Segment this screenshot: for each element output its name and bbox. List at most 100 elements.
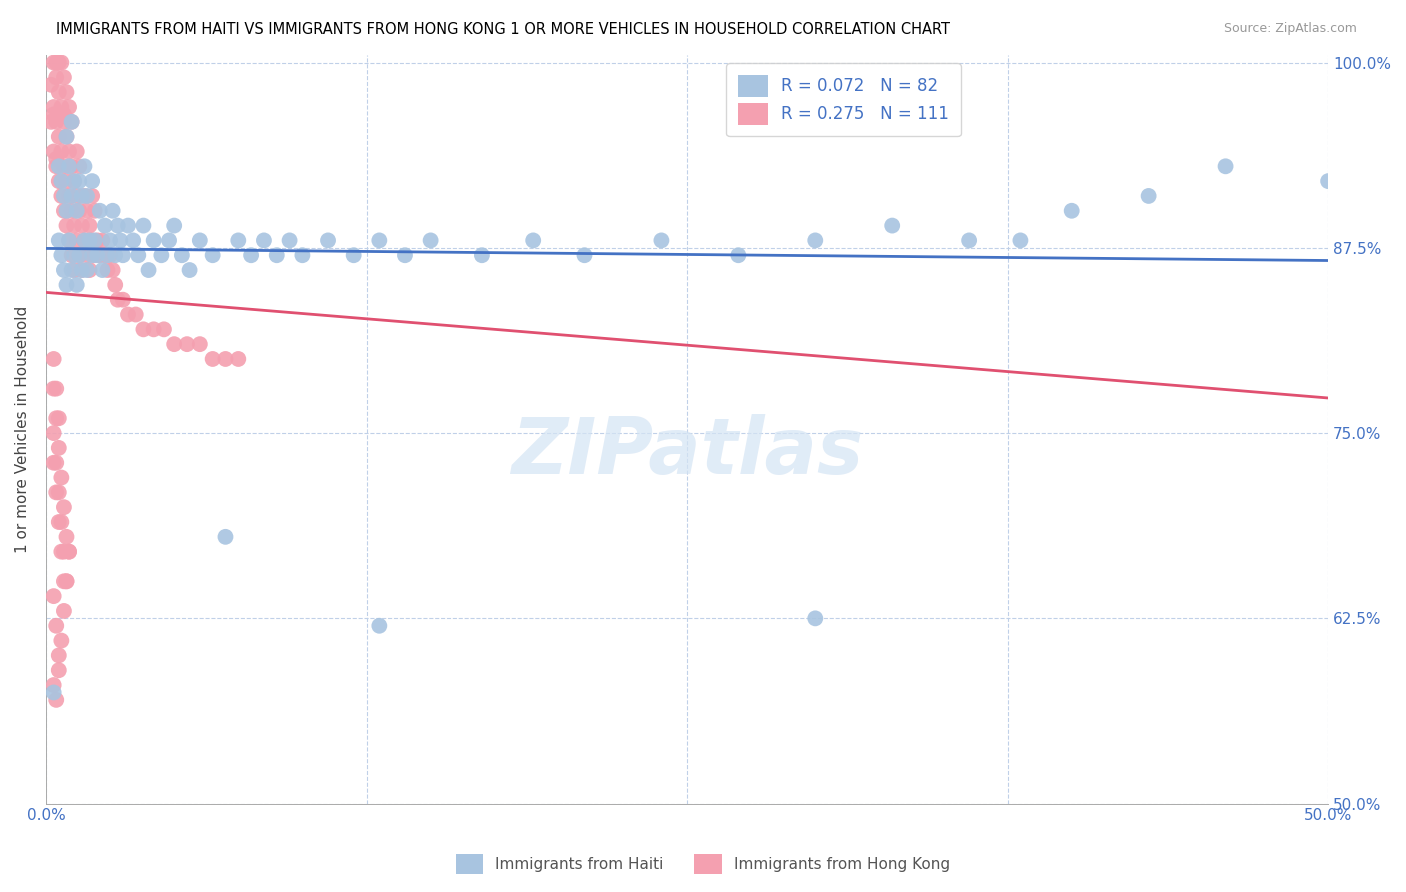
Point bbox=[142, 234, 165, 248]
Point bbox=[42, 55, 65, 70]
Point bbox=[42, 382, 65, 396]
Point bbox=[278, 234, 301, 248]
Point bbox=[226, 234, 249, 248]
Point bbox=[104, 248, 127, 262]
Point bbox=[253, 234, 276, 248]
Point bbox=[63, 263, 86, 277]
Point bbox=[55, 174, 77, 188]
Point bbox=[58, 145, 80, 159]
Point bbox=[86, 248, 108, 262]
Point bbox=[60, 115, 83, 129]
Point bbox=[83, 248, 105, 262]
Point bbox=[48, 159, 70, 173]
Point bbox=[163, 219, 186, 233]
Point bbox=[51, 248, 73, 262]
Point bbox=[76, 189, 98, 203]
Point bbox=[45, 115, 67, 129]
Point bbox=[48, 485, 70, 500]
Point bbox=[45, 152, 67, 166]
Point bbox=[70, 263, 93, 277]
Point bbox=[58, 100, 80, 114]
Point bbox=[60, 203, 83, 218]
Point bbox=[240, 248, 263, 262]
Point bbox=[60, 159, 83, 173]
Point bbox=[55, 203, 77, 218]
Point bbox=[1010, 234, 1032, 248]
Point bbox=[188, 234, 211, 248]
Point bbox=[67, 174, 90, 188]
Point bbox=[82, 174, 104, 188]
Point bbox=[73, 234, 96, 248]
Point bbox=[52, 189, 75, 203]
Point bbox=[522, 234, 544, 248]
Point bbox=[117, 219, 139, 233]
Point bbox=[98, 234, 121, 248]
Point bbox=[574, 248, 596, 262]
Point bbox=[107, 293, 129, 307]
Point bbox=[132, 322, 155, 336]
Point bbox=[45, 55, 67, 70]
Point bbox=[58, 544, 80, 558]
Point bbox=[804, 234, 827, 248]
Point bbox=[107, 219, 129, 233]
Point bbox=[1215, 159, 1237, 173]
Point bbox=[39, 78, 62, 92]
Point bbox=[60, 115, 83, 129]
Point bbox=[83, 234, 105, 248]
Legend: Immigrants from Haiti, Immigrants from Hong Kong: Immigrants from Haiti, Immigrants from H… bbox=[450, 848, 956, 880]
Point bbox=[266, 248, 288, 262]
Point bbox=[76, 248, 98, 262]
Point bbox=[55, 129, 77, 144]
Point bbox=[55, 530, 77, 544]
Point bbox=[52, 263, 75, 277]
Point bbox=[343, 248, 366, 262]
Point bbox=[63, 219, 86, 233]
Point bbox=[76, 263, 98, 277]
Point bbox=[55, 219, 77, 233]
Point bbox=[45, 70, 67, 85]
Point bbox=[45, 411, 67, 425]
Point bbox=[51, 633, 73, 648]
Point bbox=[45, 382, 67, 396]
Point bbox=[42, 107, 65, 121]
Point bbox=[52, 70, 75, 85]
Text: IMMIGRANTS FROM HAITI VS IMMIGRANTS FROM HONG KONG 1 OR MORE VEHICLES IN HOUSEHO: IMMIGRANTS FROM HAITI VS IMMIGRANTS FROM… bbox=[56, 22, 950, 37]
Point bbox=[79, 234, 101, 248]
Point bbox=[70, 189, 93, 203]
Point bbox=[650, 234, 672, 248]
Point bbox=[176, 337, 198, 351]
Point bbox=[882, 219, 904, 233]
Point bbox=[67, 203, 90, 218]
Point bbox=[58, 544, 80, 558]
Point bbox=[52, 115, 75, 129]
Point bbox=[55, 85, 77, 99]
Point bbox=[127, 248, 149, 262]
Point bbox=[101, 263, 124, 277]
Text: ZIPatlas: ZIPatlas bbox=[510, 414, 863, 490]
Point bbox=[42, 145, 65, 159]
Point bbox=[48, 174, 70, 188]
Point bbox=[51, 100, 73, 114]
Point bbox=[45, 456, 67, 470]
Point bbox=[48, 663, 70, 677]
Point bbox=[51, 544, 73, 558]
Point bbox=[63, 248, 86, 262]
Point bbox=[73, 159, 96, 173]
Point bbox=[52, 107, 75, 121]
Point bbox=[48, 107, 70, 121]
Point bbox=[45, 693, 67, 707]
Point bbox=[142, 322, 165, 336]
Point bbox=[66, 203, 89, 218]
Point bbox=[42, 685, 65, 699]
Point bbox=[67, 248, 90, 262]
Point bbox=[42, 456, 65, 470]
Point bbox=[45, 619, 67, 633]
Point bbox=[52, 500, 75, 515]
Point bbox=[51, 107, 73, 121]
Point bbox=[42, 426, 65, 441]
Point bbox=[73, 234, 96, 248]
Point bbox=[79, 219, 101, 233]
Point bbox=[52, 159, 75, 173]
Point bbox=[111, 248, 134, 262]
Point bbox=[132, 219, 155, 233]
